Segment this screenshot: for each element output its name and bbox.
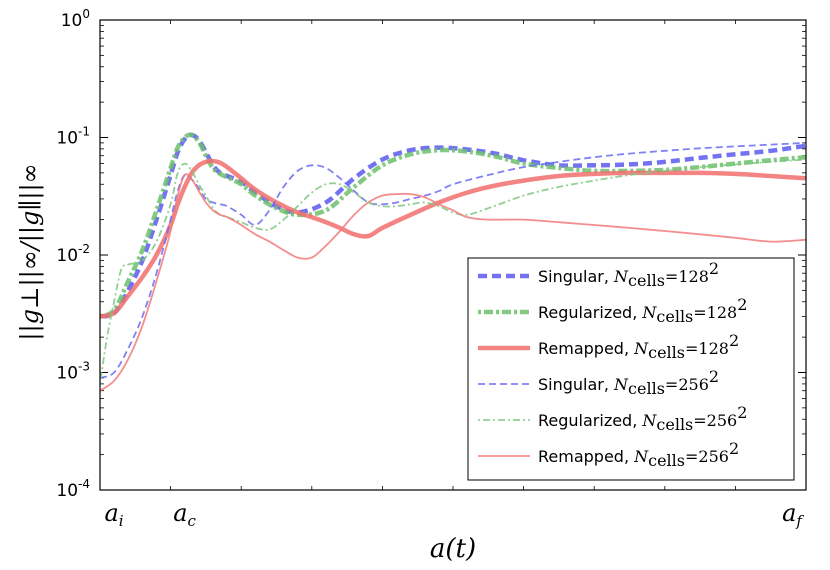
series-line-4 xyxy=(100,142,806,379)
y-tick-label: 100 xyxy=(61,7,90,31)
x-tick-label: ai xyxy=(104,499,123,530)
legend-entry: Regularized, Ncells=1282 xyxy=(538,295,747,326)
y-tick-labels: 10-4 10-3 10-2 10-1 100 xyxy=(56,7,90,501)
y-axis-label: ||g⊥||∞/||g∥||∞ xyxy=(16,163,45,340)
series-line-6 xyxy=(100,173,806,392)
legend-box xyxy=(467,257,795,481)
x-tick-label: ac xyxy=(173,499,196,530)
series-group xyxy=(100,132,806,392)
y-tick-label: 10-3 xyxy=(56,360,90,384)
legend-entry: Regularized, Ncells=2562 xyxy=(538,403,747,434)
series-line-5 xyxy=(100,158,806,385)
legend: Singular, Ncells=1282 Regularized, Ncells… xyxy=(467,257,795,481)
x-axis-label: a(t) xyxy=(430,534,476,564)
y-tick-label: 10-1 xyxy=(56,125,90,149)
legend-entry: Remapped, Ncells=2562 xyxy=(538,439,739,470)
series-line-2 xyxy=(100,132,806,319)
y-tick-label: 10-4 xyxy=(56,477,90,501)
x-tick-label: af xyxy=(782,499,804,530)
legend-entry: Singular, Ncells=1282 xyxy=(538,259,719,290)
legend-entry: Singular, Ncells=2562 xyxy=(538,367,719,398)
x-tick-labels: ai ac af xyxy=(104,499,804,530)
svg-text:||g⊥||∞/||g∥||∞: ||g⊥||∞/||g∥||∞ xyxy=(16,163,45,340)
y-tick-label: 10-2 xyxy=(56,242,90,266)
plot-frame xyxy=(99,19,807,491)
series-line-3 xyxy=(100,158,806,319)
legend-entry: Remapped, Ncells=1282 xyxy=(538,331,739,362)
